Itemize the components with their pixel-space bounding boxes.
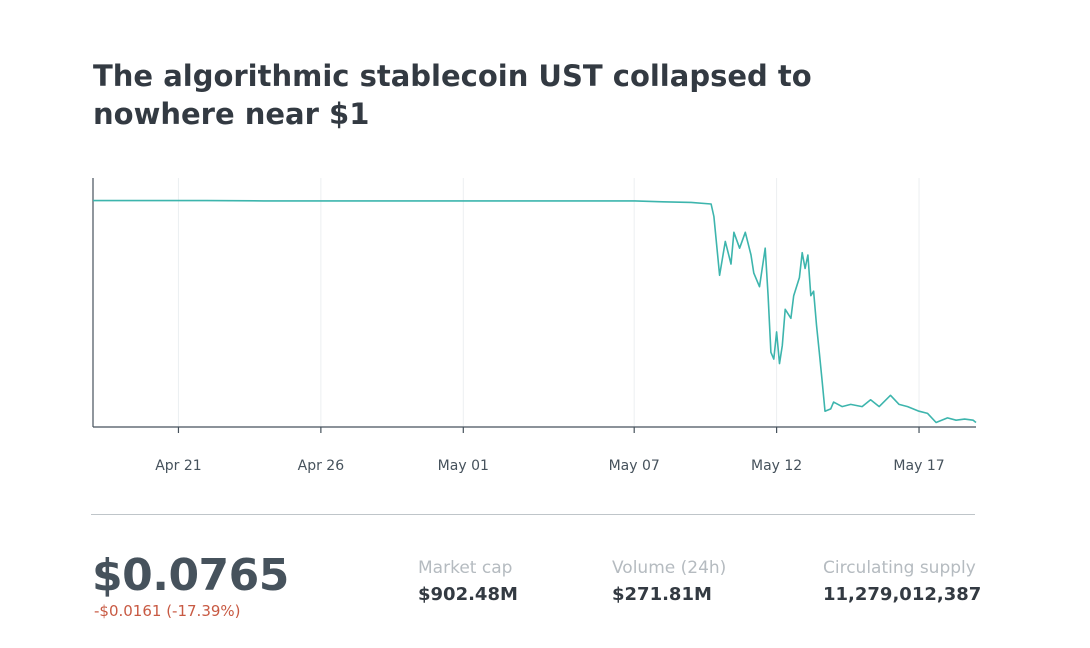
price-change: -$0.0161 (-17.39%) — [94, 602, 241, 620]
current-price: $0.0765 — [92, 550, 289, 601]
price-line — [93, 199, 977, 424]
x-tick-label: May 12 — [751, 458, 802, 474]
volume-label: Volume (24h) — [612, 558, 727, 578]
x-tick-label: May 01 — [438, 458, 489, 474]
circulating-supply-value: 11,279,012,387 — [823, 584, 982, 605]
volume-stat: Volume (24h) $271.81M — [612, 558, 726, 605]
volume-value: $271.81M — [612, 584, 712, 605]
chart-title: The algorithmic stablecoin UST collapsed… — [93, 59, 812, 131]
circulating-supply-label: Circulating supply — [823, 558, 976, 578]
x-tick-label: Apr 21 — [155, 458, 201, 474]
x-tick-label: May 17 — [893, 458, 944, 474]
gridlines — [177, 178, 920, 427]
x-axis-ticks: Apr 21 Apr 26 May 01 May 07 May 12 May 17 — [155, 427, 945, 474]
circulating-supply-stat: Circulating supply 11,279,012,387 — [823, 558, 981, 605]
market-cap-label: Market cap — [418, 558, 513, 578]
market-cap-value: $902.48M — [418, 584, 518, 605]
x-tick-label: May 07 — [609, 458, 660, 474]
market-cap-stat: Market cap $902.48M — [418, 558, 518, 605]
divider — [91, 514, 975, 515]
x-tick-label: Apr 26 — [298, 458, 345, 474]
